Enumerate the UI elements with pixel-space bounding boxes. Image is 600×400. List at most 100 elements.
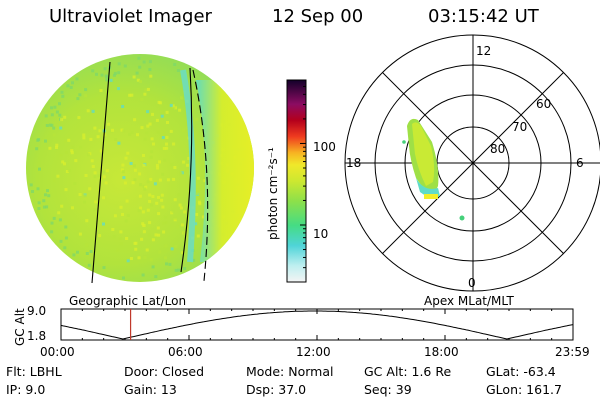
lat-label-80: 80 xyxy=(490,142,506,156)
earth-speckle-dot xyxy=(177,193,181,197)
earth-speckle-dot xyxy=(169,103,173,107)
earth-speckle-dot xyxy=(78,232,82,236)
earth-speckle-dot xyxy=(64,139,68,143)
earth-speckle-dot xyxy=(158,160,161,164)
earth-speckle-dot xyxy=(173,216,177,220)
earth-speckle-dot xyxy=(147,246,151,250)
earth-speckle-dot xyxy=(118,237,122,241)
earth-speckle-dot xyxy=(59,126,63,130)
earth-speckle-dot xyxy=(126,214,130,217)
earth-speckle-dot xyxy=(48,146,52,150)
earth-speckle-dot xyxy=(147,114,151,118)
earth-speckle-dot xyxy=(102,175,106,179)
earth-speckle-dot xyxy=(52,179,56,183)
earth-speckle-dot xyxy=(60,204,64,208)
earth-speckle-dot xyxy=(146,180,150,184)
earth-speckle-dot xyxy=(144,88,148,92)
earth-speckle-dot xyxy=(76,97,80,101)
earth-speckle-dot xyxy=(61,94,65,98)
earth-speckle-dot xyxy=(156,130,160,134)
earth-speckle-dot xyxy=(158,178,162,182)
xtick-2359: 23:59 xyxy=(555,345,590,359)
earth-speckle-dot xyxy=(107,122,111,126)
earth-speckle-dot xyxy=(172,177,176,181)
earth-speckle-dot xyxy=(120,168,124,172)
earth-speckle-dot xyxy=(178,203,182,207)
earth-speckle-dot xyxy=(138,194,142,198)
earth-speckle-dot xyxy=(146,124,150,128)
earth-speckle-dot xyxy=(84,174,88,177)
earth-speckle-dot xyxy=(77,116,81,120)
earth-speckle-dot xyxy=(90,159,94,163)
earth-speckle-dot xyxy=(147,233,151,237)
earth-speckle-dot xyxy=(145,131,149,135)
earth-speckle-dot xyxy=(177,222,181,226)
door-readout: Door: Closed xyxy=(124,364,205,379)
earth-speckle-dot xyxy=(182,160,186,164)
earth-speckle-dot xyxy=(76,250,79,254)
earth-speckle-dot xyxy=(165,142,168,146)
earth-speckle-dot xyxy=(146,87,150,91)
earth-speckle-dot xyxy=(52,133,56,137)
earth-speckle-dot xyxy=(140,126,144,130)
instrument-title: Ultraviolet Imager xyxy=(49,6,212,27)
earth-speckle-dot xyxy=(176,69,180,72)
earth-speckle-dot xyxy=(157,233,161,237)
earth-speckle-dot xyxy=(168,262,172,266)
earth-speckle-dot xyxy=(149,177,153,181)
earth-speckle-dot xyxy=(165,135,169,139)
earth-speckle-dot xyxy=(55,110,59,114)
altitude-ytick-high: 9.0 xyxy=(27,304,47,318)
earth-speckle-dot xyxy=(141,210,145,214)
earth-speckle-dot xyxy=(122,129,126,133)
meridian-line xyxy=(180,67,193,273)
mlt-label-18: 18 xyxy=(346,156,362,170)
earth-speckle-dot xyxy=(85,252,89,255)
earth-speckle-dot xyxy=(31,190,34,193)
earth-speckle-dot xyxy=(96,135,100,139)
earth-speckle-dot xyxy=(185,168,189,172)
colorbar-tick-10: 10 xyxy=(313,227,329,241)
earth-speckle-dot xyxy=(171,104,175,108)
earth-speckle-dot xyxy=(89,250,93,253)
earth-speckle-dot xyxy=(58,113,62,117)
earth-speckle-dot xyxy=(183,210,187,214)
earth-speckle-dot xyxy=(170,162,174,166)
earth-speckle-dot xyxy=(103,67,107,71)
earth-speckle-dot xyxy=(121,163,125,167)
earth-speckle-dot xyxy=(104,181,108,185)
earth-speckle-dot xyxy=(160,198,164,202)
earth-speckle-dot xyxy=(166,178,170,182)
earth-speckle-dot xyxy=(135,71,139,75)
earth-speckle-dot xyxy=(160,193,164,197)
earth-speckle-dot xyxy=(194,215,198,219)
earth-speckle-dot xyxy=(102,266,106,270)
earth-speckle-dot xyxy=(182,231,186,235)
altitude-ylabel: GC Alt xyxy=(13,308,27,346)
earth-speckle-dot xyxy=(45,205,49,209)
time-label: 03:15:42 UT xyxy=(428,6,539,27)
earth-speckle-dot xyxy=(151,195,155,198)
earth-speckle-dot xyxy=(86,109,90,113)
earth-speckle-dot xyxy=(139,206,143,210)
glat-readout: GLat: -63.4 xyxy=(486,364,556,379)
earth-speckle-dot xyxy=(163,158,167,162)
earth-speckle-dot xyxy=(60,118,64,122)
earth-speckle-dot xyxy=(44,139,47,143)
earth-speckle-dot xyxy=(143,255,147,259)
earth-speckle-dot xyxy=(169,129,173,133)
geographic-caption: Geographic Lat/Lon xyxy=(69,294,187,308)
earth-speckle-dot xyxy=(65,151,68,154)
earth-speckle-dot xyxy=(173,218,177,222)
earth-speckle-dot xyxy=(97,174,101,178)
earth-speckle-dot xyxy=(66,84,70,88)
earth-speckle-dot xyxy=(128,93,132,97)
earth-speckle-dot xyxy=(117,87,120,91)
altitude-curve xyxy=(60,310,574,340)
earth-speckle-dot xyxy=(133,118,137,122)
earth-speckle-dot xyxy=(44,114,48,118)
earth-speckle-dot xyxy=(138,172,142,176)
earth-speckle-dot xyxy=(91,109,95,113)
earth-disk xyxy=(26,54,254,284)
earth-speckle-dot xyxy=(55,146,58,149)
